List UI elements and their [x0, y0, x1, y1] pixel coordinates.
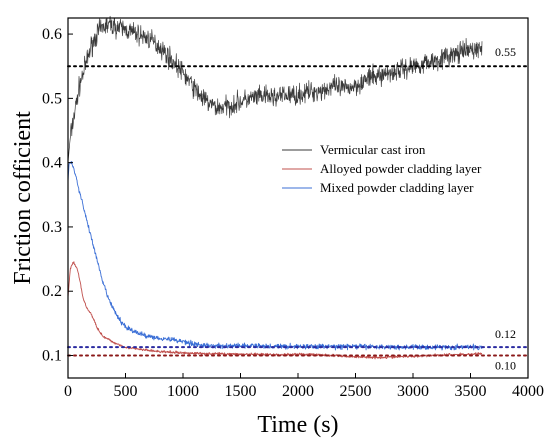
reference-lines: 0.55 0.12 0.10 — [67, 45, 529, 373]
y-tick-label-5: 0.6 — [42, 26, 62, 43]
legend: Vermicular cast iron Alloyed powder cladd… — [282, 142, 482, 195]
reference-label-0: 0.55 — [495, 45, 516, 59]
y-axis-title: Friction cofficient — [10, 111, 36, 285]
x-tick-label-6: 3000 — [397, 383, 429, 400]
series-line-1 — [67, 261, 483, 360]
reference-label-2: 0.10 — [495, 359, 516, 373]
x-tick-label-1: 500 — [114, 383, 138, 400]
y-tick-label-3: 0.4 — [42, 155, 62, 172]
series-line-0 — [67, 15, 483, 163]
y-tick-label-2: 0.3 — [42, 219, 62, 236]
y-tick-label-1: 0.2 — [42, 283, 62, 300]
x-tick-label-8: 4000 — [512, 383, 544, 400]
x-tick-label-7: 3500 — [455, 383, 487, 400]
y-tick-label-4: 0.5 — [42, 90, 62, 107]
plot-frame — [67, 17, 529, 379]
legend-label-2: Mixed powder cladding layer — [320, 180, 474, 195]
reference-label-1: 0.12 — [495, 327, 516, 341]
x-tick-label-4: 2000 — [282, 383, 314, 400]
x-tick-label-5: 2500 — [340, 383, 372, 400]
legend-label-1: Alloyed powder cladding layer — [320, 161, 482, 176]
x-tick-label-0: 0 — [64, 383, 72, 400]
series-layer — [67, 15, 483, 360]
legend-label-0: Vermicular cast iron — [320, 142, 426, 157]
x-tick-label-3: 1500 — [225, 383, 257, 400]
x-axis-title: Time (s) — [257, 412, 338, 438]
axes: 0 500 1000 1500 2000 2500 3000 3500 4000 0.1 0.2 0.… — [42, 26, 544, 400]
series-line-2 — [67, 161, 483, 351]
y-tick-label-0: 0.1 — [42, 348, 62, 365]
x-tick-label-2: 1000 — [167, 383, 199, 400]
